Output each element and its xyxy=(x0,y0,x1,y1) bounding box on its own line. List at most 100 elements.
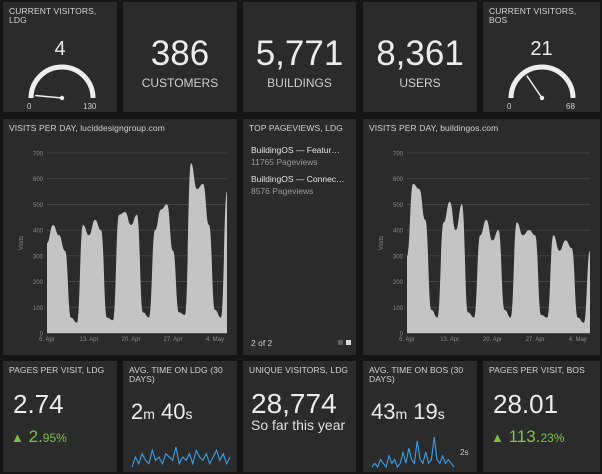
y-tick-label: 700 xyxy=(33,152,44,158)
y-tick-label: 0 xyxy=(400,332,404,338)
gauge-min-label: 0 xyxy=(507,102,512,111)
customers-tile: 386 CUSTOMERS xyxy=(123,2,237,112)
x-tick-label: 4. May xyxy=(206,337,224,343)
y-tick-label: 300 xyxy=(33,254,44,260)
seconds-unit: s xyxy=(185,406,193,422)
tile-title: PAGES PER VISIT, BOS xyxy=(489,365,585,375)
up-arrow-icon: ▲ xyxy=(11,430,24,445)
pageview-item-count: 11765 Pageviews xyxy=(251,157,318,167)
top-pageviews-tile: TOP PAGEVIEWS, LDG BuildingOS — Featur… … xyxy=(243,119,356,355)
x-tick-label: 6. Apr xyxy=(39,337,55,343)
change-value-small: 23% xyxy=(540,431,565,445)
pager-dot-2-active[interactable] xyxy=(346,340,351,345)
y-tick-label: 100 xyxy=(33,306,44,312)
avg-time-ldg-tile: AVG. TIME ON LDG (30 DAYS) 2m 40s xyxy=(123,361,237,472)
visits-bos-chart[interactable]: 0 100 200 300 400 500 600 700 Visits 6. Apr 13. Ap… xyxy=(363,137,600,355)
pages-per-visit-bos-tile: PAGES PER VISIT, BOS 28.01 ▲ 113.23% xyxy=(483,361,600,472)
kpi-value: 28.01 xyxy=(493,389,559,419)
gauge-min-label: 0 xyxy=(27,102,32,111)
gauge-dial xyxy=(28,64,96,101)
pageview-item-count: 8576 Pageviews xyxy=(251,186,314,196)
x-tick-label: 13. Apr xyxy=(79,337,98,343)
users-tile: 8,361 USERS xyxy=(363,2,477,112)
x-tick-label: 27. Apr xyxy=(163,337,182,343)
tile-title: CURRENT VISITORS, BOS xyxy=(489,6,577,25)
kpi-change: ▲ 113.23% xyxy=(491,427,564,447)
tile-title: UNIQUE VISITORS, LDG xyxy=(249,365,349,375)
change-value-small: 95% xyxy=(42,431,67,445)
y-tick-label: 400 xyxy=(33,229,44,235)
visits-ldg-tile: VISITS PER DAY, luciddesigngroup.com 0 10… xyxy=(3,119,237,355)
x-tick-label: 13. Apr xyxy=(440,337,459,343)
x-tick-label: 20. Apr xyxy=(121,337,140,343)
change-value: 113. xyxy=(508,427,541,446)
pager-label: 2 of 2 xyxy=(251,338,273,348)
y-tick-label: 0 xyxy=(40,332,44,338)
y-tick-label: 600 xyxy=(393,177,404,183)
y-tick-label: 200 xyxy=(393,280,404,286)
tile-title: VISITS PER DAY, buildingos.com xyxy=(369,123,499,133)
seconds-unit: s xyxy=(437,406,445,422)
duration-value: 2m 40s xyxy=(131,399,193,425)
current-visitors-ldg-tile: CURRENT VISITORS, LDG 4 0 130 xyxy=(3,2,117,112)
tile-title: AVG. TIME ON BOS (30 DAYS) xyxy=(369,365,464,384)
buildings-count: 5,771 xyxy=(255,34,344,73)
customers-count: 386 xyxy=(150,34,210,73)
x-tick-label: 20. Apr xyxy=(483,337,502,343)
avg-time-bos-tile: AVG. TIME ON BOS (30 DAYS) 43m 19s 2s xyxy=(363,361,477,472)
y-tick-label: 500 xyxy=(393,203,404,209)
y-tick-label: 200 xyxy=(33,280,44,286)
y-tick-label: 700 xyxy=(393,152,404,158)
change-value: 2. xyxy=(28,427,43,446)
pager-dot-1[interactable] xyxy=(338,340,343,345)
avg-time-ldg-sparkline xyxy=(131,446,231,468)
y-tick-label: 300 xyxy=(393,254,404,260)
x-tick-label: 6. Apr xyxy=(399,337,415,343)
sparkline-axis-label: 2s xyxy=(460,448,469,457)
tile-title: CURRENT VISITORS, LDG xyxy=(9,6,97,25)
y-axis-label: Visits xyxy=(379,236,385,250)
gauge-value: 21 xyxy=(530,38,553,60)
x-tick-label: 27. Apr xyxy=(526,337,545,343)
y-tick-label: 400 xyxy=(393,229,404,235)
pageview-item-title[interactable]: BuildingOS — Connec… xyxy=(251,174,345,184)
unique-visitors-tile: UNIQUE VISITORS, LDG 28,774 So far this … xyxy=(243,361,356,472)
tile-title: TOP PAGEVIEWS, LDG xyxy=(249,123,343,133)
visits-bos-tile: VISITS PER DAY, buildingos.com 0 100 200 30… xyxy=(363,119,600,355)
kpi-value: 2.74 xyxy=(13,389,64,419)
y-tick-label: 500 xyxy=(33,203,44,209)
minutes: 43 xyxy=(371,399,396,424)
avg-time-bos-sparkline xyxy=(371,436,455,469)
pages-per-visit-ldg-tile: PAGES PER VISIT, LDG 2.74 ▲ 2.95% xyxy=(3,361,117,472)
y-axis-label: Visits xyxy=(19,236,25,250)
gauge-max-label: 68 xyxy=(566,102,575,111)
gauge-max-label: 130 xyxy=(83,102,97,111)
gauge-value: 4 xyxy=(54,38,66,60)
buildings-label: BUILDINGS xyxy=(267,76,332,90)
visits-area xyxy=(47,163,227,333)
up-arrow-icon: ▲ xyxy=(491,430,504,445)
minutes-unit: m xyxy=(143,406,155,422)
visits-ldg-chart[interactable]: 0 100 200 300 400 500 600 700 Visits 6. Apr 13. Ap… xyxy=(3,137,237,355)
seconds: 19 xyxy=(413,399,438,424)
y-tick-label: 100 xyxy=(393,306,404,312)
duration-value: 43m 19s xyxy=(371,399,445,425)
sparkline-series xyxy=(371,436,455,469)
visits-area xyxy=(407,183,590,333)
tile-title: VISITS PER DAY, luciddesigngroup.com xyxy=(9,123,165,133)
seconds: 40 xyxy=(161,399,186,424)
y-tick-label: 600 xyxy=(33,177,44,183)
unique-visitors-subtitle: So far this year xyxy=(251,417,346,433)
sparkline-series xyxy=(131,446,231,468)
unique-visitors-value: 28,774 xyxy=(251,388,337,419)
current-visitors-bos-tile: CURRENT VISITORS, BOS 21 0 68 xyxy=(483,2,600,112)
x-tick-label: 4. May xyxy=(569,337,587,343)
minutes-unit: m xyxy=(395,406,408,422)
users-label: USERS xyxy=(399,76,441,90)
gauge-dial xyxy=(508,64,576,101)
tile-title: PAGES PER VISIT, LDG xyxy=(9,365,105,375)
users-count: 8,361 xyxy=(376,34,464,73)
pageview-item-title[interactable]: BuildingOS — Featur… xyxy=(251,145,340,155)
customers-label: CUSTOMERS xyxy=(141,76,219,90)
buildings-tile: 5,771 BUILDINGS xyxy=(243,2,356,112)
